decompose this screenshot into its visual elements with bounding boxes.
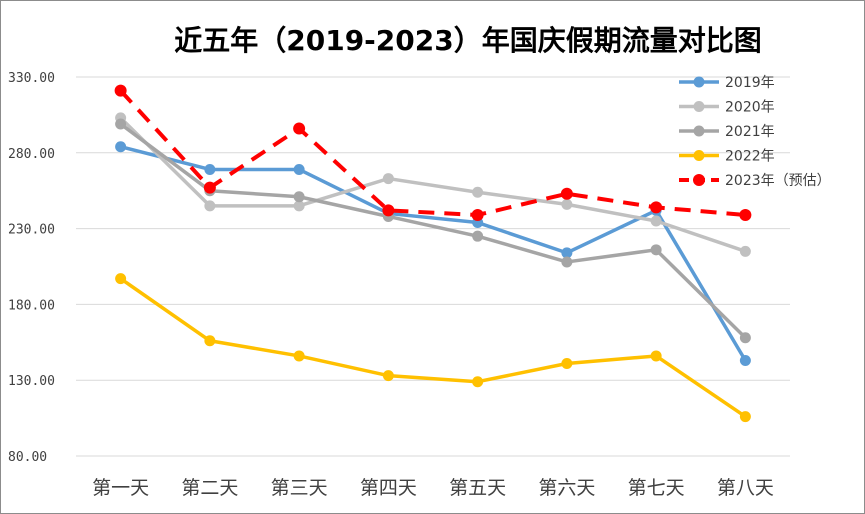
- data-point: [561, 358, 573, 370]
- series-lines: [114, 84, 752, 423]
- legend-item: 2019年: [679, 75, 775, 91]
- data-point: [471, 208, 484, 221]
- y-tick-label: 180.00: [8, 298, 55, 313]
- y-axis-ticks: 80.00 130.00 180.00 230.00 280.00 330.00: [8, 71, 55, 465]
- data-point: [293, 350, 305, 362]
- legend-item: 2023年（预估）: [679, 173, 831, 189]
- series-3: [115, 273, 751, 423]
- data-point: [293, 122, 306, 135]
- x-axis-ticks: 第一天 第二天 第三天 第四天 第五天 第六天 第七天 第八天: [92, 477, 774, 499]
- data-point: [204, 163, 216, 175]
- legend-label: 2023年（预估）: [725, 173, 831, 189]
- data-point: [115, 118, 127, 130]
- x-tick-label: 第三天: [271, 477, 328, 499]
- data-point: [115, 273, 127, 285]
- gridlines: [76, 76, 790, 457]
- x-tick-label: 第一天: [92, 477, 149, 499]
- data-point: [203, 181, 216, 194]
- data-point: [650, 201, 663, 214]
- data-point: [382, 173, 394, 185]
- series-1: [115, 112, 751, 257]
- x-tick-label: 第五天: [449, 477, 506, 499]
- data-point: [204, 200, 216, 212]
- legend-marker: [693, 125, 705, 137]
- data-point: [293, 200, 305, 212]
- legend-marker: [693, 101, 705, 112]
- data-point: [382, 204, 395, 217]
- legend-item: 2022年: [679, 149, 775, 165]
- x-tick-label: 第八天: [717, 477, 774, 499]
- series-line: [119, 277, 747, 419]
- data-point: [382, 370, 394, 382]
- data-point: [561, 198, 573, 210]
- data-point: [650, 215, 662, 227]
- data-point: [472, 186, 484, 198]
- data-point: [650, 244, 662, 256]
- series-line: [120, 145, 747, 362]
- data-point: [293, 163, 305, 175]
- data-point: [472, 376, 484, 388]
- legend-label: 2020年: [725, 100, 775, 116]
- data-point: [739, 332, 751, 344]
- series-line: [119, 116, 746, 253]
- data-point: [472, 230, 484, 242]
- x-tick-label: 第七天: [628, 477, 685, 499]
- legend-marker: [693, 76, 705, 88]
- data-point: [739, 411, 751, 423]
- y-tick-label: 130.00: [8, 374, 55, 389]
- y-tick-label: 80.00: [8, 450, 47, 465]
- x-tick-label: 第二天: [181, 477, 238, 499]
- legend-item: 2020年: [679, 100, 775, 116]
- data-point: [739, 208, 752, 221]
- data-point: [114, 84, 127, 97]
- data-point: [293, 191, 305, 203]
- legend-marker: [693, 150, 705, 161]
- series-line: [119, 122, 747, 339]
- data-point: [561, 247, 573, 259]
- legend: 2019年 2020年 2021年 2022年 2023年（预估）: [679, 75, 831, 189]
- x-tick-label: 第六天: [538, 477, 595, 499]
- y-tick-label: 330.00: [8, 71, 55, 86]
- legend-marker: [693, 174, 705, 186]
- data-point: [650, 350, 662, 362]
- y-tick-label: 230.00: [8, 223, 55, 238]
- series-line: [119, 89, 746, 217]
- data-point: [739, 245, 751, 257]
- data-point: [561, 256, 573, 268]
- legend-label: 2021年: [725, 124, 775, 140]
- series-2: [115, 118, 751, 344]
- legend-label: 2022年: [725, 149, 775, 165]
- y-tick-label: 280.00: [8, 147, 55, 162]
- legend-item: 2021年: [679, 124, 775, 140]
- data-point: [115, 141, 127, 153]
- chart-title: 近五年（2019-2023）年国庆假期流量对比图: [174, 24, 761, 57]
- data-point: [560, 187, 573, 200]
- series-4: [114, 84, 752, 221]
- data-point: [204, 335, 216, 347]
- legend-label: 2019年: [725, 75, 775, 91]
- x-tick-label: 第四天: [360, 477, 417, 499]
- data-point: [739, 354, 751, 366]
